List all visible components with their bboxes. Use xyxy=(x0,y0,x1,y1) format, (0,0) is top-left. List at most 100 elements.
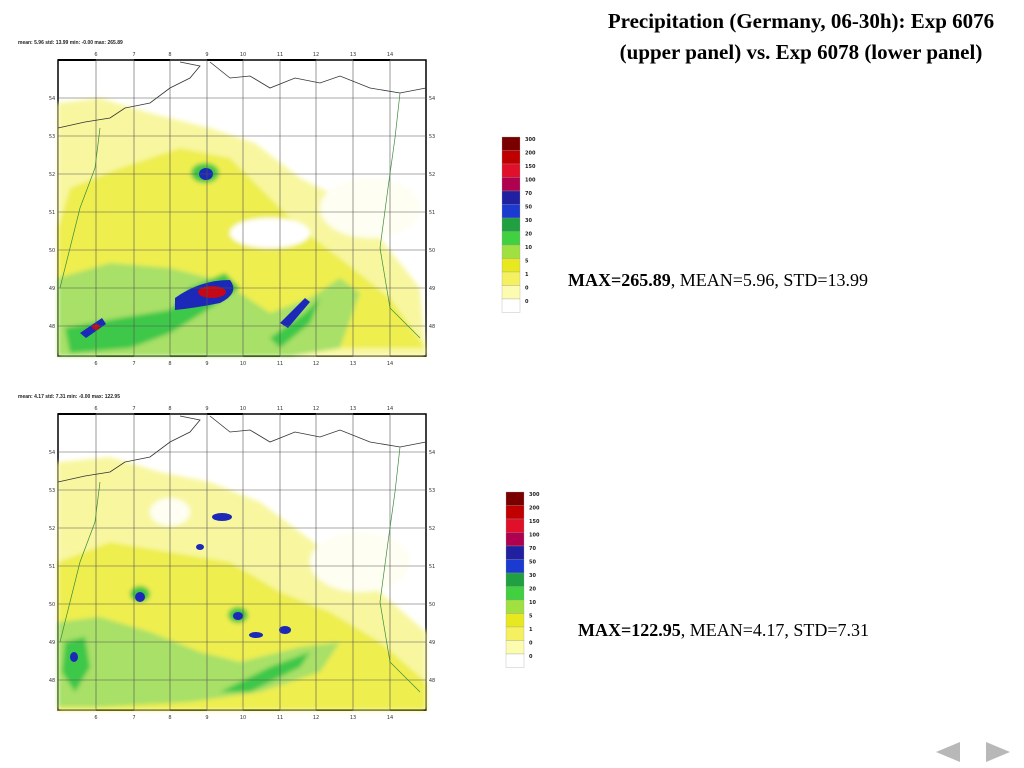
svg-text:52: 52 xyxy=(429,526,435,532)
svg-text:52: 52 xyxy=(49,172,55,178)
svg-text:10: 10 xyxy=(240,406,246,412)
svg-text:51: 51 xyxy=(429,564,435,570)
svg-text:10: 10 xyxy=(240,52,246,58)
legend-swatch xyxy=(505,491,525,506)
svg-text:10: 10 xyxy=(240,361,246,367)
upper-max-value: MAX=265.89 xyxy=(568,270,671,290)
legend-swatch xyxy=(505,640,525,655)
svg-text:51: 51 xyxy=(49,564,55,570)
svg-text:51: 51 xyxy=(49,210,55,216)
svg-text:53: 53 xyxy=(49,134,55,140)
triangle-right-icon xyxy=(986,742,1010,762)
legend-swatch xyxy=(501,244,521,259)
graticule xyxy=(58,60,426,356)
axis-tick-labels: 6 7 8 9 10 11 12 13 14 6 7 8 9 10 11 12 13 14 54 53 52 51 50… xyxy=(49,52,435,367)
svg-text:13: 13 xyxy=(350,406,356,412)
svg-text:14: 14 xyxy=(387,715,393,721)
svg-text:8: 8 xyxy=(168,715,171,721)
svg-text:49: 49 xyxy=(429,640,435,646)
legend-swatch xyxy=(505,559,525,574)
graticule xyxy=(58,414,426,710)
svg-text:6: 6 xyxy=(94,361,97,367)
coastlines xyxy=(57,415,427,483)
lower-mean-std: , MEAN=4.17, STD=7.31 xyxy=(680,620,870,640)
svg-text:48: 48 xyxy=(49,678,55,684)
svg-text:6: 6 xyxy=(94,406,97,412)
legend-swatch xyxy=(505,613,525,628)
svg-text:48: 48 xyxy=(49,324,55,330)
svg-text:49: 49 xyxy=(429,286,435,292)
svg-text:54: 54 xyxy=(49,450,55,456)
legend-swatch xyxy=(501,163,521,178)
legend-label: 0 xyxy=(529,654,533,660)
legend-label: 5 xyxy=(525,259,529,265)
country-borders xyxy=(59,92,421,339)
next-slide-button[interactable] xyxy=(984,740,1012,764)
legend-label: 0 xyxy=(525,286,529,292)
svg-text:12: 12 xyxy=(313,406,319,412)
svg-text:11: 11 xyxy=(277,406,283,412)
svg-text:13: 13 xyxy=(350,361,356,367)
coastlines xyxy=(57,61,427,129)
legend-label: 200 xyxy=(529,506,540,512)
legend-label: 5 xyxy=(529,614,533,620)
upper-panel-stats-line: mean: 5.96 std: 13.99 min: -0.00 max: 26… xyxy=(18,40,123,46)
svg-text:14: 14 xyxy=(387,52,393,58)
legend-swatch xyxy=(505,505,525,520)
legend-label: 30 xyxy=(529,573,536,579)
legend-swatch xyxy=(505,532,525,547)
legend-label: 20 xyxy=(525,232,532,238)
previous-slide-button[interactable] xyxy=(934,740,962,764)
legend-label: 30 xyxy=(525,218,532,224)
legend-label: 0 xyxy=(525,299,529,305)
svg-text:12: 12 xyxy=(313,52,319,58)
svg-text:8: 8 xyxy=(168,52,171,58)
svg-text:54: 54 xyxy=(429,450,435,456)
legend-swatch xyxy=(501,298,521,313)
legend-label: 150 xyxy=(525,164,536,170)
legend-swatch xyxy=(501,190,521,205)
svg-text:7: 7 xyxy=(132,406,135,412)
precip-area-green xyxy=(62,637,90,692)
svg-text:49: 49 xyxy=(49,640,55,646)
legend-label: 10 xyxy=(525,245,532,251)
legend-label: 300 xyxy=(529,492,540,498)
svg-text:13: 13 xyxy=(350,715,356,721)
legend-label: 50 xyxy=(529,560,536,566)
legend-label: 50 xyxy=(525,205,532,211)
svg-text:9: 9 xyxy=(205,715,208,721)
axis-tick-labels: 6 7 8 9 10 11 12 13 14 6 7 8 9 10 11 12 13 14 54 53 52 51 50… xyxy=(49,406,435,721)
svg-text:6: 6 xyxy=(94,52,97,58)
legend-swatch xyxy=(501,204,521,219)
svg-text:7: 7 xyxy=(132,361,135,367)
legend-label: 0 xyxy=(529,641,533,647)
svg-text:6: 6 xyxy=(94,715,97,721)
svg-text:14: 14 xyxy=(387,406,393,412)
svg-text:7: 7 xyxy=(132,52,135,58)
legend-swatch xyxy=(505,545,525,560)
legend-label: 300 xyxy=(525,137,536,143)
legend-swatch xyxy=(505,626,525,641)
legend-swatch xyxy=(501,150,521,165)
country-borders xyxy=(59,446,421,693)
legend-swatch xyxy=(505,653,525,668)
legend-label: 70 xyxy=(529,546,536,552)
lower-panel-stats-line: mean: 4.17 std: 7.31 min: -0.00 max: 122… xyxy=(18,394,120,400)
precip-cores xyxy=(80,168,310,338)
svg-text:49: 49 xyxy=(49,286,55,292)
svg-text:48: 48 xyxy=(429,678,435,684)
svg-text:9: 9 xyxy=(205,361,208,367)
svg-text:53: 53 xyxy=(429,488,435,494)
triangle-left-icon xyxy=(936,742,960,762)
legend-label: 70 xyxy=(525,191,532,197)
svg-text:48: 48 xyxy=(429,324,435,330)
legend-label: 200 xyxy=(525,151,536,157)
svg-text:13: 13 xyxy=(350,52,356,58)
svg-text:52: 52 xyxy=(429,172,435,178)
upper-mean-std: , MEAN=5.96, STD=13.99 xyxy=(670,270,869,290)
svg-text:9: 9 xyxy=(205,406,208,412)
legend-swatch xyxy=(505,586,525,601)
precip-area-light-green xyxy=(58,617,340,707)
svg-text:9: 9 xyxy=(205,52,208,58)
